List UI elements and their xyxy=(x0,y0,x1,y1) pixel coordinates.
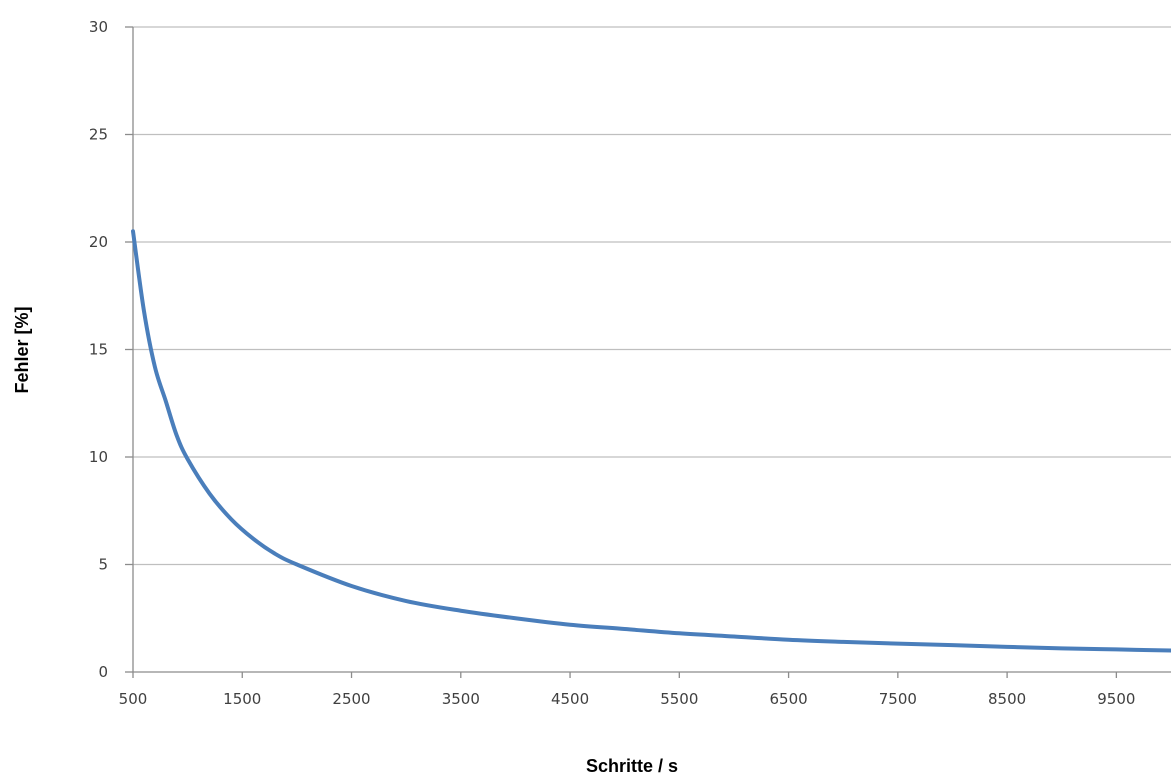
x-tick-label: 3500 xyxy=(442,690,480,708)
x-tick-label: 7500 xyxy=(879,690,917,708)
x-tick-label: 5500 xyxy=(660,690,698,708)
series-line xyxy=(131,229,1171,653)
y-tick-label: 30 xyxy=(89,18,108,36)
x-tick-label: 6500 xyxy=(769,690,807,708)
x-tick-labels: 500 1500 2500 3500 4500 5500 6500 7500 8500 9500 xyxy=(119,690,1136,708)
axes xyxy=(125,26,1171,678)
y-tick-label: 5 xyxy=(98,556,108,574)
y-tick-label: 20 xyxy=(89,233,108,251)
x-tick-label: 8500 xyxy=(988,690,1026,708)
x-tick-label: 9500 xyxy=(1097,690,1135,708)
y-tick-label: 25 xyxy=(89,126,108,144)
x-axis-title: Schritte / s xyxy=(586,756,678,776)
y-tick-label: 15 xyxy=(89,341,108,359)
x-tick-label: 1500 xyxy=(223,690,261,708)
series-lines xyxy=(131,229,1171,653)
y-tick-label: 10 xyxy=(89,448,108,466)
y-tick-labels: 0 5 10 15 20 25 30 xyxy=(89,18,108,681)
x-tick-label: 4500 xyxy=(551,690,589,708)
y-tick-label: 0 xyxy=(98,663,108,681)
x-tick-label: 2500 xyxy=(332,690,370,708)
gridlines xyxy=(133,26,1171,566)
x-tick-label: 500 xyxy=(119,690,148,708)
y-axis-title: Fehler [%] xyxy=(12,306,32,393)
